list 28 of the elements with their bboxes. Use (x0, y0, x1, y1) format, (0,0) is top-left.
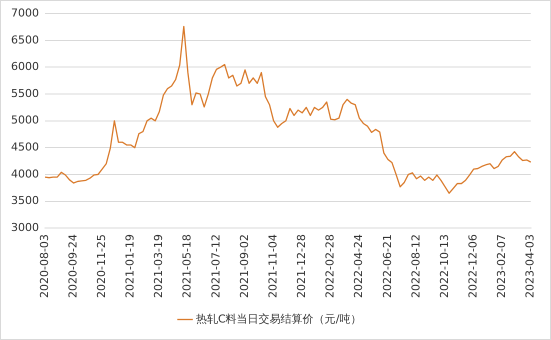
y-tick-label: 7000 (10, 6, 39, 20)
x-tick-label: 2021-05-18 (180, 234, 194, 298)
y-tick-label: 6000 (10, 60, 39, 74)
x-tick-label: 2021-12-28 (295, 234, 308, 298)
x-tick-label: 2022-08-12 (409, 234, 422, 298)
x-tick-label: 2020-11-25 (95, 234, 108, 298)
x-tick-label: 2020-09-24 (66, 234, 80, 298)
y-tick-label: 6500 (10, 33, 39, 46)
x-tick-label: 2022-12-06 (466, 234, 480, 298)
x-tick-label: 2022-02-28 (324, 234, 337, 298)
y-tick-label: 4000 (10, 167, 39, 180)
x-tick-label: 2023-02-07 (495, 234, 508, 298)
y-tick-label: 5000 (10, 114, 39, 127)
x-tick-label: 2021-09-02 (238, 234, 251, 298)
legend-label: 热轧C料当日交易结算价（元/吨） (196, 312, 362, 326)
x-tick-label: 2021-07-12 (209, 234, 222, 298)
y-tick-label: 4500 (10, 140, 39, 154)
x-tick-label: 2023-04-03 (524, 234, 537, 298)
x-tick-label: 2022-04-24 (352, 234, 366, 298)
y-tick-label: 3500 (10, 194, 39, 208)
x-tick-label: 2021-03-19 (152, 234, 166, 298)
x-tick-label: 2021-11-04 (266, 234, 280, 298)
x-tick-label: 2022-06-21 (380, 234, 394, 298)
y-tick-label: 3000 (10, 220, 39, 234)
y-tick-label: 5500 (10, 86, 39, 100)
x-tick-label: 2022-10-13 (438, 234, 451, 298)
x-tick-label: 2021-01-19 (124, 234, 137, 298)
x-tick-label: 2020-08-03 (38, 234, 51, 298)
